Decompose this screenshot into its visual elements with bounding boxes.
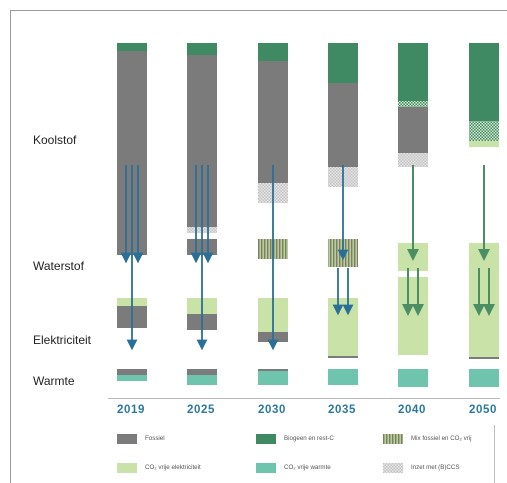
bar-segment-2030-warmte-fossiel xyxy=(258,369,288,371)
bar-segment-2019-warmte-fossiel xyxy=(117,369,147,375)
bar-segment-2050-koolstof-inzet-met-b-ccs xyxy=(469,121,499,141)
row-label-elektriciteit: Elektriciteit xyxy=(33,333,92,347)
bar-segment-2030-warmte-co-vrije-warmte xyxy=(258,371,288,385)
bar-segment-2019-koolstof-biogeen-en-rest-c xyxy=(117,43,147,51)
bar-segment-2035-elektriciteit-co-vrije-elektriciteit xyxy=(328,298,358,356)
row-label-koolstof: Koolstof xyxy=(33,133,77,147)
legend-swatch-ccs xyxy=(383,463,403,473)
bar-segment-2040-warmte-co-vrije-warmte xyxy=(398,369,428,387)
legend-swatch-biogeen xyxy=(256,434,276,444)
bar-segment-2050-warmte-co-vrije-warmte xyxy=(469,369,499,387)
year-label-2050: 2050 xyxy=(469,404,497,416)
bar-segment-2035-warmte-co-vrije-warmte xyxy=(328,369,358,385)
flows-layer xyxy=(120,165,495,351)
bar-segment-2050-elektriciteit-fossiel xyxy=(469,357,499,359)
bars-layer xyxy=(117,43,499,387)
bar-segment-2050-koolstof-biogeen-en-rest-c xyxy=(469,43,499,121)
year-label-2030: 2030 xyxy=(258,404,286,416)
legend-swatch-co2-warmte xyxy=(256,463,276,473)
bar-segment-2050-elektriciteit-co-vrije-elektriciteit xyxy=(469,275,499,357)
bar-segment-2040-koolstof-inzet-met-b-ccs xyxy=(398,101,428,107)
year-label-2025: 2025 xyxy=(187,404,215,416)
frame-top-border xyxy=(10,10,507,11)
bar-segment-2030-koolstof-fossiel xyxy=(258,61,288,183)
bar-segment-2030-koolstof-biogeen-en-rest-c xyxy=(258,43,288,61)
year-label-2040: 2040 xyxy=(398,404,426,416)
legend-label-mix: Mix fossiel en CO₂ vrij xyxy=(411,435,472,442)
bar-segment-2040-koolstof-biogeen-en-rest-c xyxy=(398,43,428,101)
legend-label-co2-warmte: CO₂ vrije warmte xyxy=(284,464,331,471)
legend-label-fossiel: Fossiel xyxy=(145,435,165,442)
row-label-warmte: Warmte xyxy=(33,374,75,388)
bar-segment-2050-koolstof-co-vrije-elektriciteit xyxy=(469,141,499,147)
legend-swatch-co2-elektriciteit xyxy=(117,463,137,473)
bar-segment-2025-warmte-co-vrije-warmte xyxy=(187,375,217,385)
legend-swatch-mix xyxy=(383,434,403,444)
bar-segment-2040-elektriciteit-co-vrije-elektriciteit xyxy=(398,277,428,355)
year-axis-line xyxy=(108,398,500,399)
bar-segment-2035-elektriciteit-fossiel xyxy=(328,356,358,358)
legend-swatch-fossiel xyxy=(117,434,137,444)
bar-segment-2019-warmte-co-vrije-warmte xyxy=(117,375,147,381)
year-label-2019: 2019 xyxy=(117,404,145,416)
legend-label-co2-elektriciteit: CO₂ vrije elektriciteit xyxy=(145,464,201,471)
bar-segment-2035-koolstof-fossiel xyxy=(328,83,358,167)
bar-segment-2035-koolstof-biogeen-en-rest-c xyxy=(328,43,358,83)
legend-label-ccs: Inzet met (B)CCS xyxy=(411,464,460,471)
bar-segment-2025-warmte-fossiel xyxy=(187,369,217,375)
bar-segment-2040-koolstof-inzet-met-b-ccs xyxy=(398,153,428,167)
frame-left-border xyxy=(10,10,11,483)
row-label-waterstof: Waterstof xyxy=(33,259,84,273)
bar-segment-2040-koolstof-fossiel xyxy=(398,107,428,153)
legend-label-biogeen: Biogeen en rest-C xyxy=(284,435,334,442)
legend-separator xyxy=(494,425,495,483)
year-label-2035: 2035 xyxy=(328,404,356,416)
bar-segment-2025-koolstof-biogeen-en-rest-c xyxy=(187,43,217,55)
